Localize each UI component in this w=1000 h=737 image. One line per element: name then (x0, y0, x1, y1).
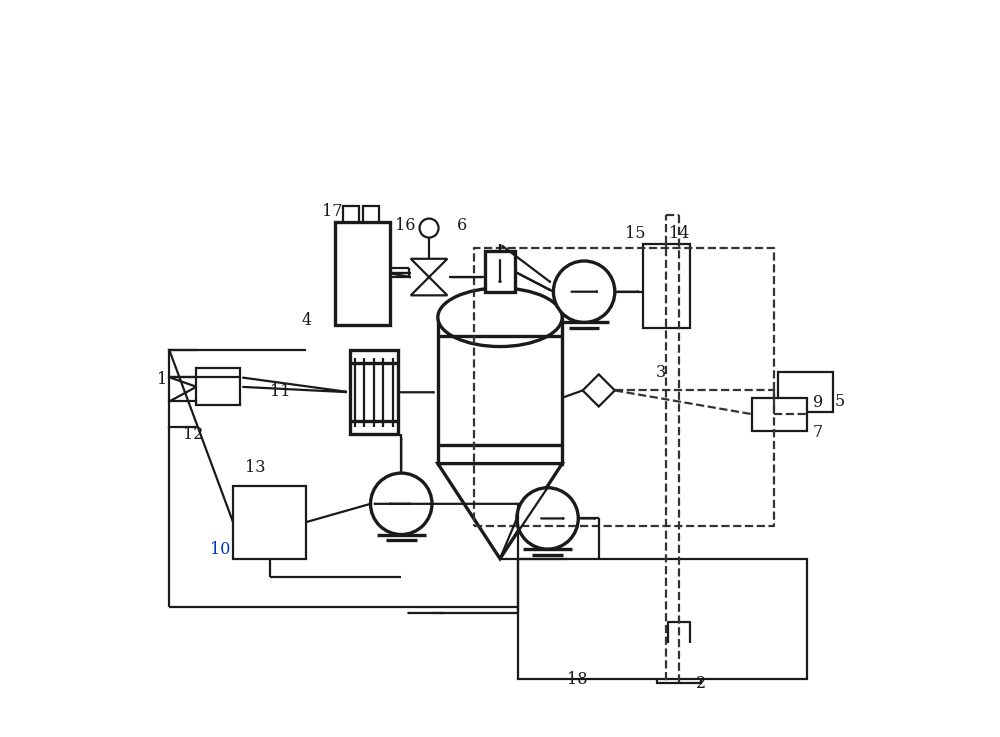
Bar (752, 398, 807, 430)
Bar (350, 350, 398, 434)
Text: 12: 12 (183, 426, 203, 443)
Text: 6: 6 (457, 217, 467, 234)
Bar (343, 206, 359, 223)
Text: 3: 3 (656, 363, 666, 380)
Bar (363, 206, 379, 223)
Bar (485, 251, 515, 292)
Polygon shape (438, 464, 562, 559)
Text: 14: 14 (669, 225, 689, 242)
Text: 18: 18 (567, 671, 587, 688)
Text: 2: 2 (696, 674, 706, 691)
Bar (643, 244, 690, 328)
Bar (518, 559, 807, 680)
Polygon shape (411, 259, 447, 277)
Text: 4: 4 (301, 312, 311, 329)
Text: 10: 10 (210, 541, 231, 558)
Text: 1: 1 (157, 371, 167, 388)
Polygon shape (583, 374, 615, 407)
Circle shape (553, 261, 615, 322)
Text: 15: 15 (625, 225, 646, 242)
Bar (438, 318, 562, 464)
Text: 9: 9 (813, 394, 823, 411)
Text: 16: 16 (395, 217, 415, 234)
Ellipse shape (438, 288, 562, 346)
Polygon shape (411, 277, 447, 296)
Bar (233, 486, 306, 559)
Bar (778, 372, 833, 413)
Text: 11: 11 (270, 383, 291, 400)
Circle shape (371, 473, 432, 534)
Circle shape (420, 219, 439, 237)
Text: 7: 7 (813, 424, 823, 441)
Bar (196, 368, 240, 405)
Text: 13: 13 (245, 458, 265, 476)
Text: 5: 5 (835, 393, 845, 410)
Text: 17: 17 (322, 203, 342, 220)
Bar (657, 643, 701, 683)
Bar (335, 223, 390, 324)
Circle shape (517, 488, 578, 549)
